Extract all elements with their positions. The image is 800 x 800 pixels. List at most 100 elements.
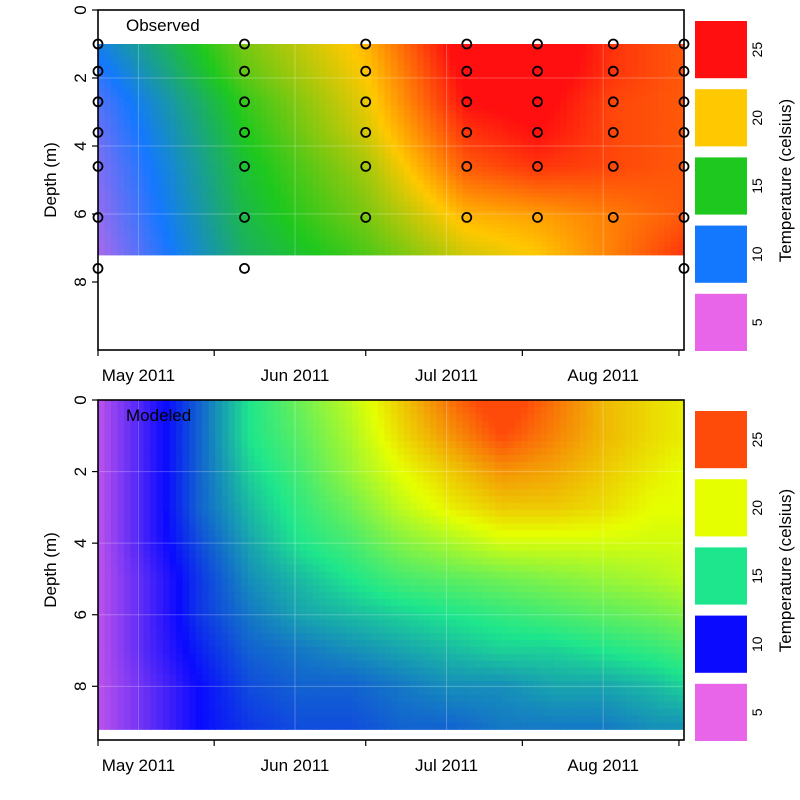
temperature-cell	[566, 171, 574, 177]
temperature-cell	[124, 400, 132, 408]
temperature-cell	[215, 228, 223, 234]
temperature-cell	[195, 210, 203, 216]
temperature-cell	[150, 65, 158, 71]
temperature-cell	[163, 180, 171, 186]
temperature-cell	[137, 228, 145, 234]
temperature-cell	[299, 153, 307, 159]
temperature-cell	[280, 131, 288, 137]
temperature-cell	[391, 237, 399, 243]
temperature-cell	[631, 114, 640, 120]
temperature-cell	[104, 70, 112, 76]
temperature-cell	[540, 184, 548, 190]
temperature-cell	[130, 61, 138, 67]
temperature-cell	[124, 232, 132, 238]
temperature-cell	[638, 215, 646, 221]
temperature-cell	[482, 166, 490, 172]
temperature-cell	[306, 162, 314, 168]
temperature-cell	[592, 52, 600, 58]
temperature-cell	[156, 475, 164, 483]
temperature-cell	[221, 105, 229, 111]
temperature-cell	[124, 571, 132, 579]
temperature-cell	[163, 564, 171, 573]
temperature-cell	[527, 87, 535, 93]
temperature-cell	[482, 127, 490, 133]
temperature-cell	[312, 206, 320, 212]
temperature-cell	[651, 65, 659, 71]
temperature-cell	[299, 105, 307, 111]
temperature-cell	[104, 149, 112, 155]
temperature-cell	[430, 74, 438, 80]
temperature-cell	[111, 660, 119, 669]
temperature-cell	[150, 162, 158, 168]
temperature-cell	[560, 140, 568, 146]
temperature-cell	[599, 166, 607, 172]
temperature-cell	[625, 145, 633, 150]
temperature-cell	[358, 228, 366, 234]
temperature-cell	[286, 145, 294, 150]
temperature-cell	[514, 202, 522, 208]
temperature-cell	[189, 153, 197, 159]
temperature-cell	[260, 237, 268, 243]
temperature-cell	[130, 715, 138, 723]
temperature-cell	[404, 96, 412, 102]
temperature-cell	[104, 215, 112, 221]
temperature-cell	[273, 57, 281, 63]
temperature-cell	[638, 74, 646, 80]
temperature-cell	[280, 136, 288, 142]
temperature-cell	[371, 123, 379, 129]
temperature-cell	[566, 162, 574, 168]
temperature-cell	[527, 232, 535, 238]
temperature-cell	[150, 52, 158, 58]
temperature-cell	[156, 241, 164, 247]
temperature-cell	[417, 166, 425, 172]
temperature-cell	[234, 48, 242, 54]
temperature-cell	[163, 210, 171, 216]
temperature-cell	[625, 153, 633, 159]
temperature-cell	[98, 619, 106, 627]
temperature-cell	[644, 184, 653, 190]
temperature-cell	[254, 180, 262, 186]
temperature-cell	[117, 598, 125, 607]
temperature-cell	[124, 228, 132, 234]
temperature-cell	[384, 175, 392, 181]
temperature-cell	[234, 109, 242, 115]
temperature-cell	[137, 61, 145, 67]
temperature-cell	[638, 92, 646, 98]
temperature-cell	[527, 149, 535, 155]
temperature-cell	[332, 171, 340, 177]
temperature-cell	[176, 61, 184, 67]
temperature-cell	[644, 44, 653, 49]
temperature-cell	[345, 250, 353, 256]
temperature-cell	[436, 136, 444, 142]
temperature-cell	[501, 171, 509, 177]
temperature-cell	[273, 237, 281, 243]
temperature-cell	[312, 202, 320, 208]
temperature-cell	[130, 92, 138, 98]
temperature-cell	[189, 149, 197, 155]
temperature-cell	[182, 224, 190, 230]
temperature-cell	[267, 153, 275, 159]
temperature-cell	[228, 92, 236, 98]
temperature-cell	[215, 136, 223, 142]
temperature-cell	[332, 166, 340, 172]
temperature-cell	[254, 158, 262, 164]
temperature-cell	[169, 564, 177, 573]
temperature-cell	[325, 131, 333, 137]
temperature-cell	[475, 83, 483, 89]
temperature-cell	[117, 180, 125, 186]
temperature-cell	[234, 166, 242, 172]
temperature-cell	[111, 694, 119, 703]
temperature-cell	[215, 118, 223, 124]
temperature-cell	[182, 180, 190, 186]
temperature-cell	[182, 131, 190, 137]
temperature-cell	[104, 118, 112, 124]
temperature-cell	[527, 109, 535, 115]
temperature-cell	[260, 202, 268, 208]
temperature-cell	[137, 571, 145, 579]
temperature-cell	[169, 660, 177, 669]
temperature-cell	[104, 136, 112, 142]
temperature-cell	[638, 197, 646, 203]
temperature-cell	[124, 496, 132, 504]
temperature-cell	[104, 96, 112, 102]
temperature-cell	[612, 158, 620, 164]
